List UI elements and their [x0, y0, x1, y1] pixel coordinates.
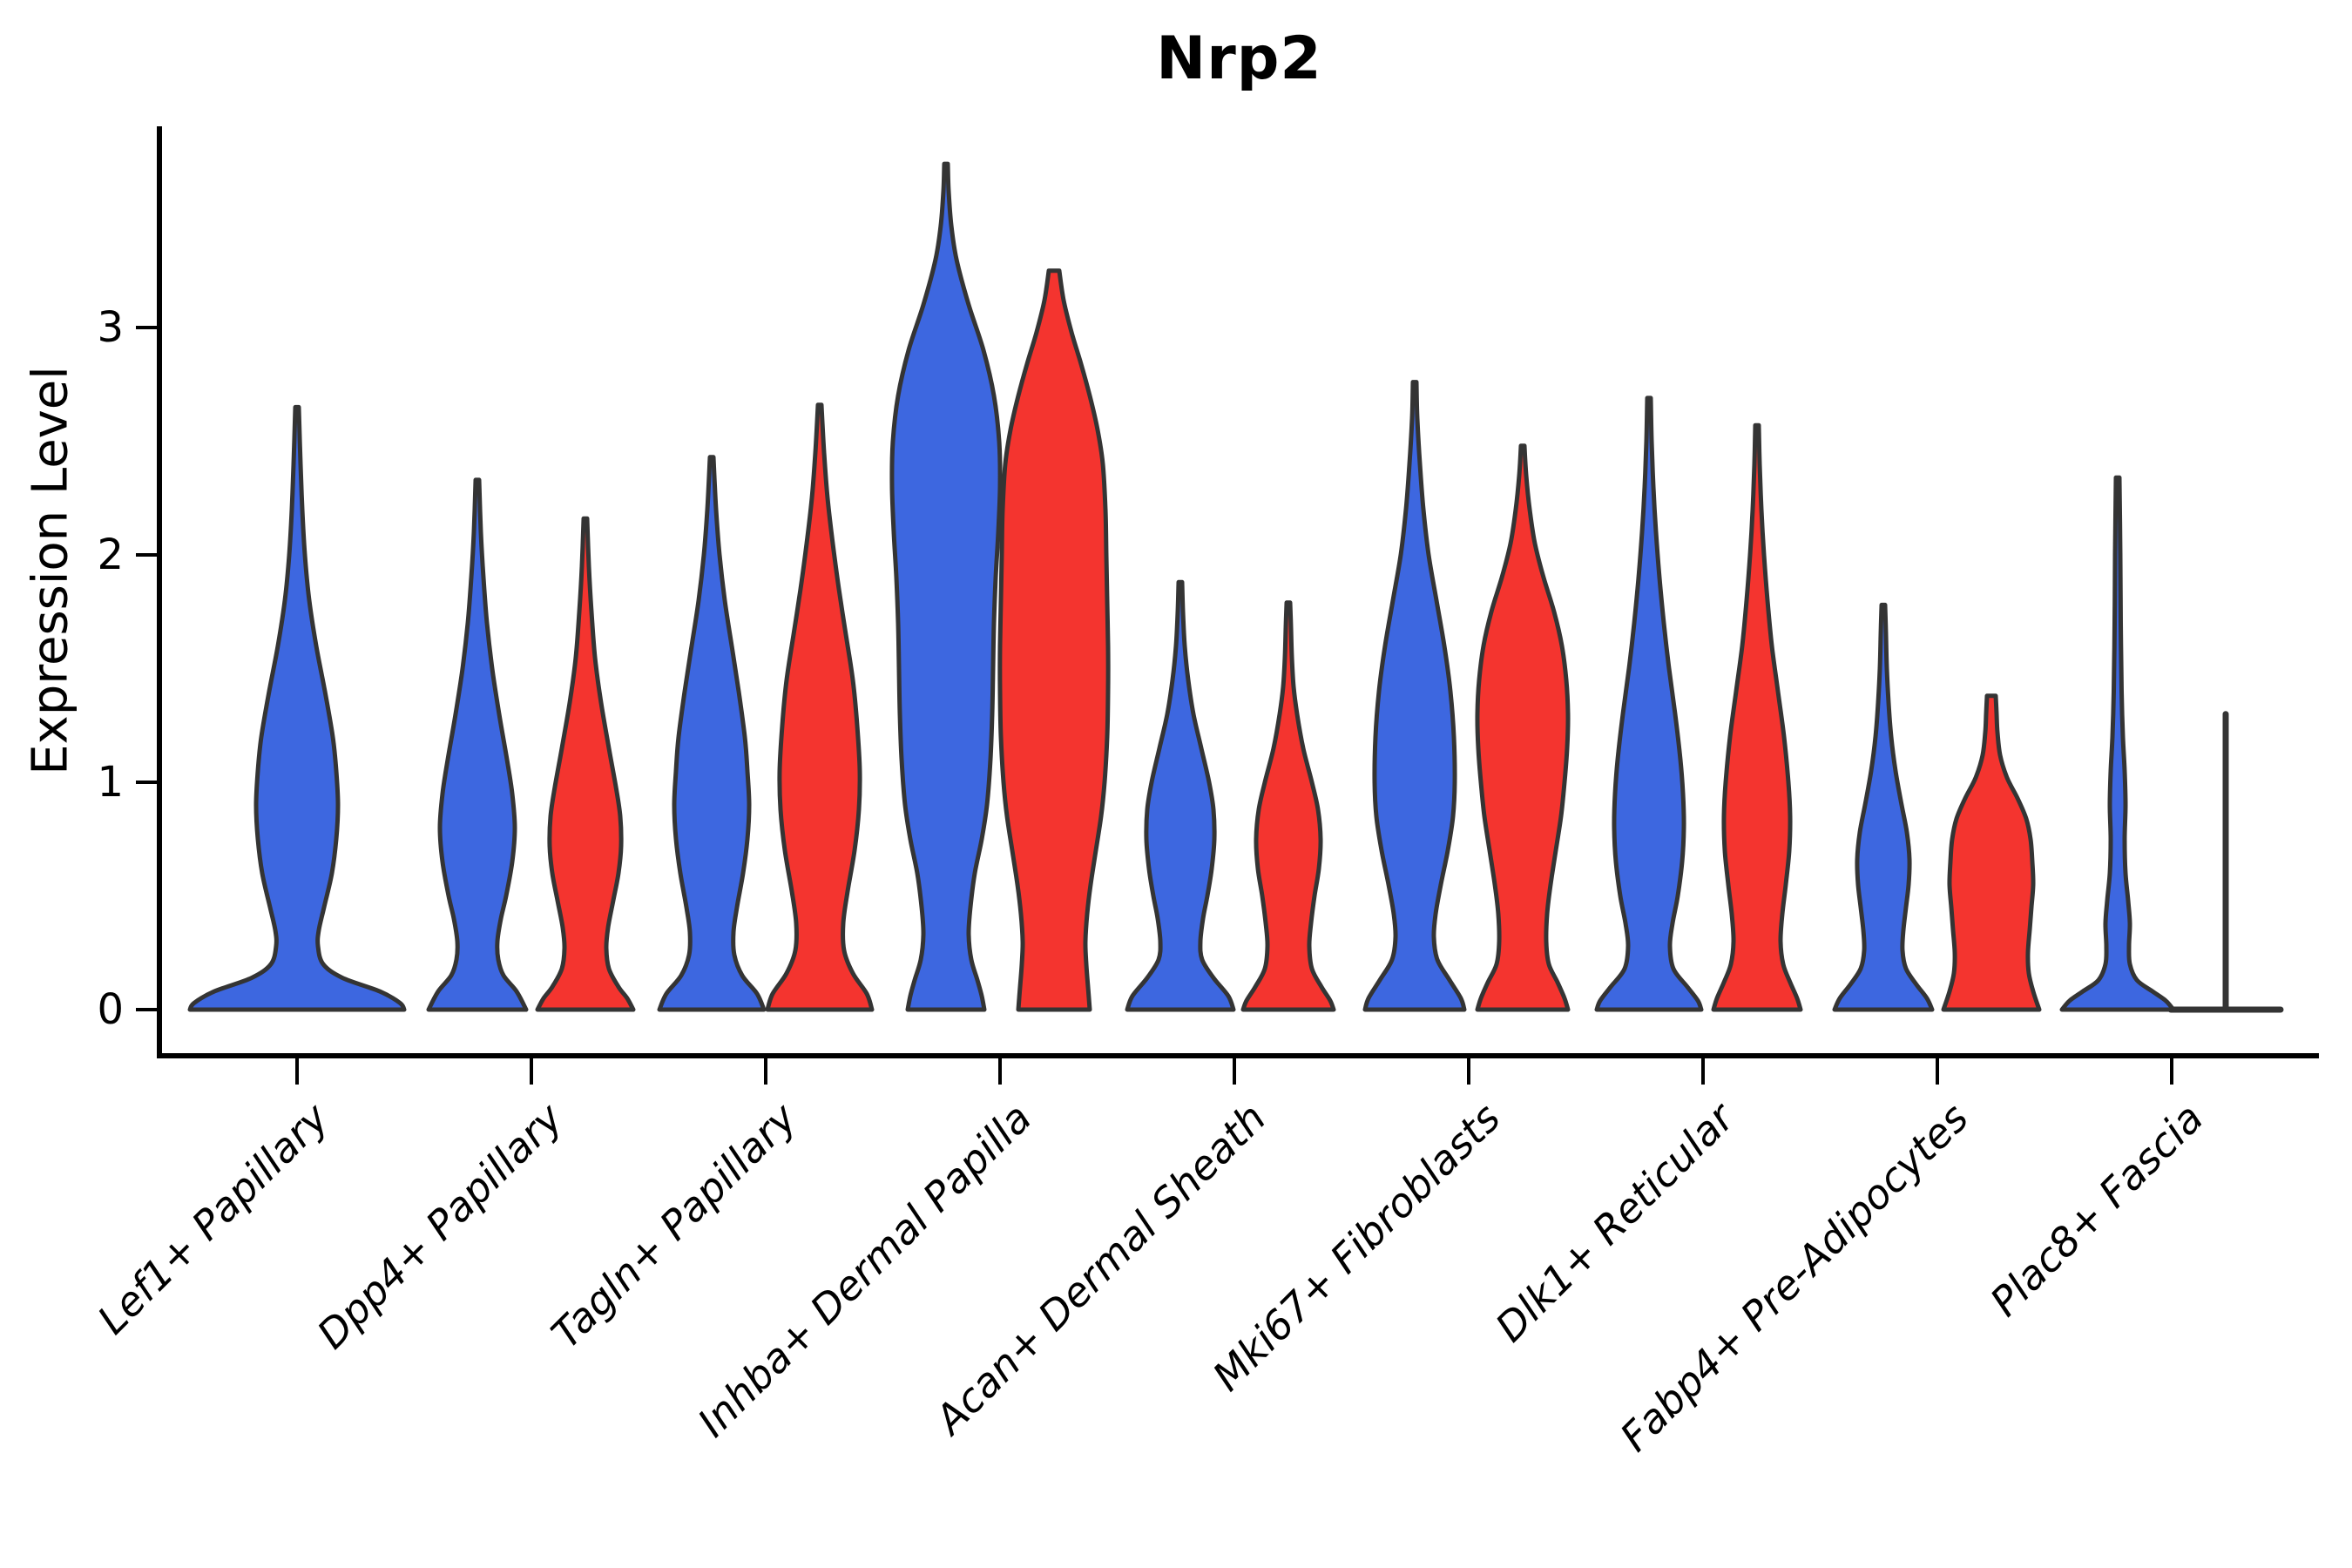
violin-acan-dermal-sheath-group2	[1240, 600, 1336, 1012]
violin-dlk1-reticular-group1	[1594, 395, 1704, 1012]
violin-mki67-fibroblasts-group2	[1475, 443, 1571, 1012]
violin-dpp4-papillary-group1	[426, 477, 529, 1012]
violin-fabp4-pre-adipocytes-group2	[1941, 693, 2042, 1012]
violin-fabp4-pre-adipocytes-group1	[1832, 602, 1935, 1012]
violin-tagln-papillary-group1	[657, 455, 767, 1012]
chart-title: Nrp2	[1156, 24, 1322, 93]
violin-plac8-fascia-group2-stick	[2167, 711, 2284, 1013]
violin-lef1-papillary-group1	[187, 404, 407, 1012]
violin-dpp4-papillary-group2	[535, 516, 636, 1012]
violin-plac8-fascia-group1	[2059, 475, 2176, 1012]
y-tick-label-0: 0	[97, 985, 124, 1034]
y-tick-label-3: 3	[97, 303, 124, 352]
violin-inhba-dermal-papilla-group1	[889, 161, 1003, 1012]
violin-mki67-fibroblasts-group1	[1362, 380, 1467, 1012]
violin-inhba-dermal-papilla-group2	[997, 268, 1111, 1012]
y-tick-label-2: 2	[97, 531, 124, 579]
y-tick-label-1: 1	[97, 758, 124, 807]
violin-acan-dermal-sheath-group1	[1125, 579, 1236, 1012]
violin-tagln-papillary-group2	[765, 402, 875, 1012]
violin-dlk1-reticular-group2	[1711, 422, 1803, 1012]
